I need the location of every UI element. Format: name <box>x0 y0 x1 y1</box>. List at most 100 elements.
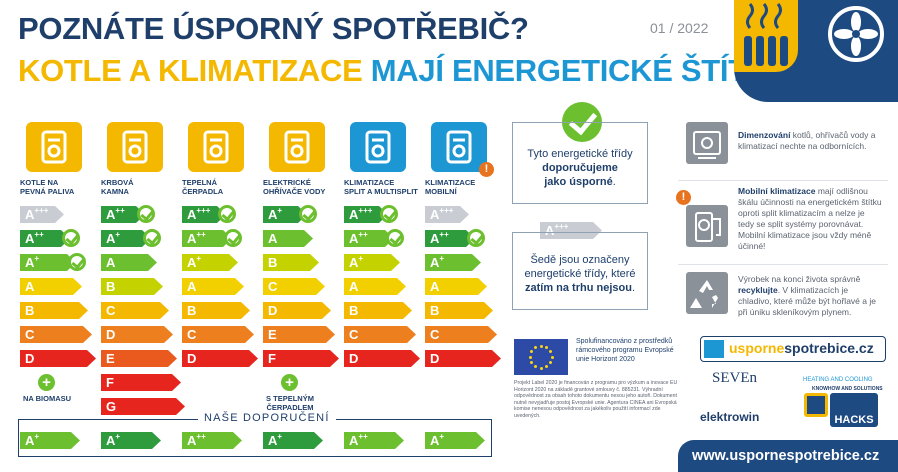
info-grey-end: . <box>631 282 636 294</box>
category-label-line2: SPLIT A MULTISPLIT <box>344 187 418 196</box>
check-icon <box>68 253 86 271</box>
category-label-line2: MOBILNÍ <box>425 187 457 196</box>
energy-class-plus: + <box>34 254 40 263</box>
energy-class-bar: A+ <box>425 254 481 271</box>
energy-class-bar: A++ <box>344 230 394 247</box>
eu-funding-text: Spolufinancováno z prostředků rámcového … <box>576 338 674 363</box>
category-label-line1: KLIMATIZACE <box>344 178 395 187</box>
air-conditioner-icon <box>350 122 406 172</box>
energy-class-grade: G <box>106 399 117 414</box>
energy-class-bar: B <box>344 302 412 319</box>
recommended-class-plus: + <box>439 432 445 441</box>
category-label-line2: ČERPADLA <box>182 187 224 196</box>
energy-class-grade: B <box>25 303 35 318</box>
energy-class-bar: F <box>101 374 181 391</box>
usporne-spotrebice-logo[interactable]: uspornespotrebice.cz <box>700 336 886 362</box>
energy-class-bar: C <box>263 278 325 295</box>
energy-class-bar: A+ <box>182 254 238 271</box>
elektrowin-logo[interactable]: elektrowin <box>700 410 760 424</box>
energy-class-grade: A <box>25 231 35 246</box>
energy-class-bar: D <box>20 350 96 367</box>
eu-star <box>529 350 533 353</box>
energy-class-bar: D <box>263 302 331 319</box>
tip-dimension-text: kotlů, ohřívačů vody a klimatizací necht… <box>738 130 876 151</box>
energy-class-grade: A <box>106 231 116 246</box>
eu-star <box>545 345 548 349</box>
energy-class-bar: A+ <box>101 230 151 247</box>
category-label-line1: KOTLE NA <box>20 178 59 187</box>
recommended-class-grade: A <box>187 433 197 448</box>
eu-star <box>529 361 533 364</box>
category-note: S TEPELNÝM ČERPADLEM <box>266 394 314 412</box>
recommended-class-grade: A <box>25 433 35 448</box>
energy-class-plus: ++ <box>196 230 206 239</box>
energy-class-plus: ++ <box>34 230 44 239</box>
footer-url[interactable]: www.uspornespotrebice.cz <box>678 440 898 472</box>
recommended-class-grade: A <box>106 433 116 448</box>
plus-icon: + <box>38 374 55 391</box>
divider <box>678 264 888 265</box>
energy-class-bar: A+ <box>20 254 76 271</box>
mobile-ac-icon <box>431 122 487 172</box>
recommended-class-plus: ++ <box>196 432 206 441</box>
energy-class-bar: D <box>344 350 420 367</box>
energy-class-grade: C <box>187 327 197 342</box>
energy-class-bar: A <box>101 254 157 271</box>
energy-class-plus: +++ <box>34 206 49 215</box>
energy-class-grade: F <box>268 351 276 366</box>
category-label: KLIMATIZACE MOBILNÍ <box>425 178 505 196</box>
recommended-class-bar: A++ <box>344 432 404 449</box>
info-recommended-end: . <box>612 176 616 188</box>
energy-class-bar: A+++ <box>425 206 469 223</box>
title-line-2: KOTLE A KLIMATIZACE MAJÍ ENERGETICKÉ ŠTÍ… <box>18 54 790 88</box>
dimension-icon <box>686 122 728 164</box>
energy-class-grade: A <box>25 279 35 294</box>
divider <box>678 180 888 181</box>
energy-class-grade: A <box>268 231 278 246</box>
energy-class-plus: ++ <box>439 230 449 239</box>
energy-class-bar: A <box>20 278 82 295</box>
recommended-class-grade: A <box>349 433 359 448</box>
category-label-line1: KLIMATIZACE <box>425 178 476 187</box>
energy-class-grade: A <box>349 231 359 246</box>
tip-dimension-bold: Dimenzování <box>738 130 791 140</box>
category-label-line1: ELEKTRICKÉ <box>263 178 311 187</box>
energy-class-grade: A <box>430 255 440 270</box>
energy-class-grade: A <box>187 207 197 222</box>
energy-class-grade: D <box>430 351 440 366</box>
tip-mobile-ac-text: mají odlišnou škálu účinnosti na energet… <box>738 186 882 251</box>
radiator-icon <box>734 0 798 72</box>
energy-class-bar: C <box>20 326 92 343</box>
energy-class-grade: C <box>106 303 116 318</box>
energy-class-grade: F <box>106 375 114 390</box>
energy-class-bar: A+++ <box>182 206 226 223</box>
category-label-line1: KRBOVÁ <box>101 178 134 187</box>
category-label: ELEKTRICKÉ OHŘÍVAČE VODY <box>263 178 343 196</box>
energy-class-grade: A <box>430 279 440 294</box>
energy-class-bar: A++ <box>182 230 232 247</box>
energy-class-bar: A+ <box>263 206 307 223</box>
category-label-line2: PEVNÁ PALIVA <box>20 187 75 196</box>
energy-class-grade: B <box>349 303 359 318</box>
energy-class-grade: A <box>25 255 35 270</box>
mobile-ac-tip-icon <box>686 205 728 247</box>
energy-class-plus: + <box>115 230 121 239</box>
energy-class-grade: E <box>106 351 115 366</box>
energy-class-bar: C <box>344 326 416 343</box>
energy-class-grade: A <box>187 255 197 270</box>
heat-pump-icon <box>188 122 244 172</box>
brand-yellow-text: usporne <box>729 340 785 356</box>
eu-star <box>550 355 554 359</box>
hacks-logo[interactable]: HACKS <box>830 393 878 427</box>
tip-mobile-ac: Mobilní klimatizace mají odlišnou škálu … <box>738 186 883 252</box>
check-icon <box>467 229 485 247</box>
category-label-line1: TEPELNÁ <box>182 178 218 187</box>
eu-star <box>534 365 537 369</box>
check-icon <box>62 229 80 247</box>
category-note: NA BIOMASU <box>22 394 72 403</box>
recommended-class-plus: + <box>115 432 121 441</box>
seven-logo[interactable]: SEVEn <box>712 370 757 386</box>
energy-class-plus: +++ <box>439 206 454 215</box>
energy-class-grade: D <box>349 351 359 366</box>
eu-star <box>534 345 537 349</box>
